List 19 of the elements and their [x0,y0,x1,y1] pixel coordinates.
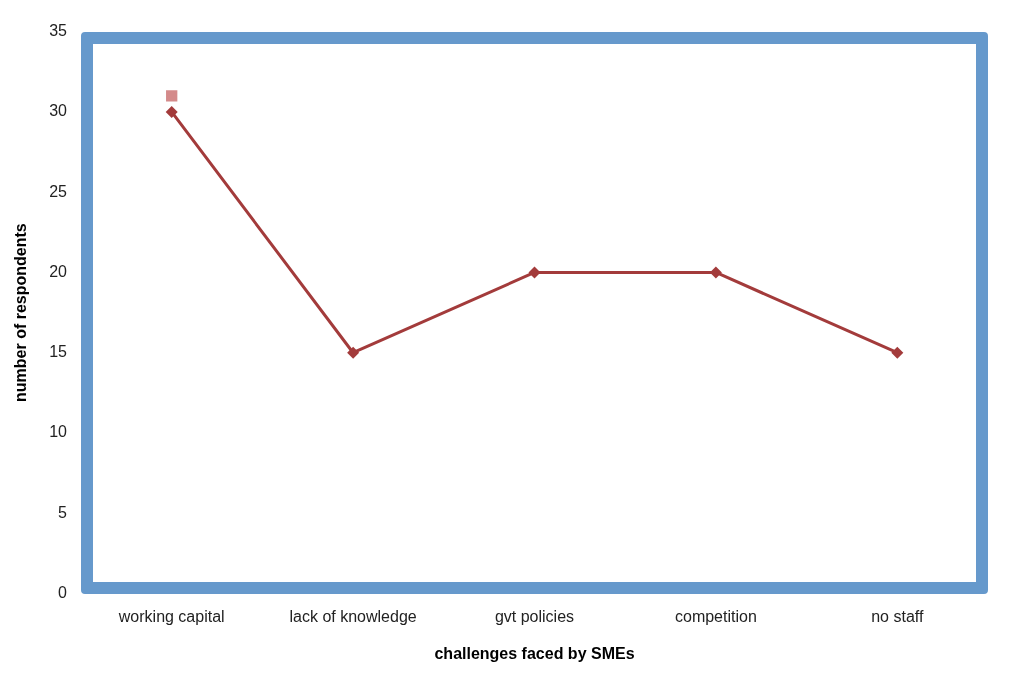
y-tick-label: 5 [58,503,68,521]
x-tick-label: working capital [117,607,225,625]
point [891,346,904,359]
x-axis-title: challenges faced by SMEs [434,644,635,662]
x-tick-label: lack of knowledge [289,607,417,625]
y-tick-label: 15 [49,343,68,361]
point [166,90,178,102]
x-tick-label: no staff [871,607,924,625]
y-tick-label: 35 [49,22,68,40]
y-tick-label: 20 [49,262,68,280]
point [347,346,360,359]
y-tick-label: 25 [49,182,68,200]
x-tick-label: competition [674,607,757,625]
x-tick-label: gvt policies [494,607,575,625]
y-tick-label: 0 [58,584,68,602]
point [165,105,178,118]
y-tick-label: 10 [49,423,68,441]
y-axis-title: number of respondents [12,223,30,402]
y-tick-label: 30 [49,102,68,120]
